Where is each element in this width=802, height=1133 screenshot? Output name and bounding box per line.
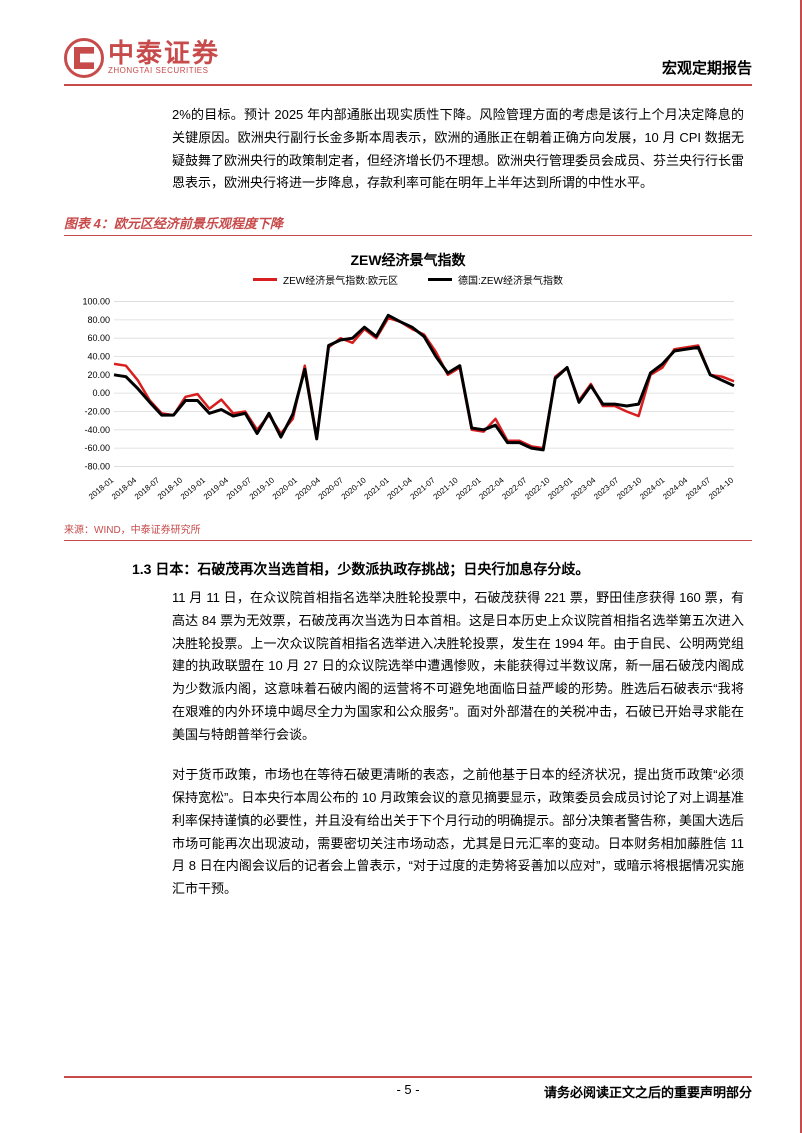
svg-text:0.00: 0.00: [92, 388, 110, 398]
svg-text:60.00: 60.00: [87, 333, 110, 343]
intro-paragraph: 2%的目标。预计 2025 年内部通胀出现实质性下降。风险管理方面的考虑是该行上…: [172, 104, 744, 195]
page-container: 中泰证券 ZHONGTAI SECURITIES 宏观定期报告 2%的目标。预计…: [0, 0, 802, 1133]
legend-line-icon: [253, 278, 277, 281]
header: 中泰证券 ZHONGTAI SECURITIES 宏观定期报告: [64, 38, 752, 86]
zew-chart: ZEW经济景气指数 ZEW经济景气指数:欧元区 德国:ZEW经济景气指数 -80…: [64, 240, 752, 520]
svg-text:80.00: 80.00: [87, 315, 110, 325]
legend-label: 德国:ZEW经济景气指数: [458, 272, 563, 287]
chart-source: 来源：WIND，中泰证券研究所: [64, 525, 201, 536]
logo-cn-text: 中泰证券: [108, 40, 220, 66]
company-logo: 中泰证券 ZHONGTAI SECURITIES: [64, 38, 220, 78]
section-1-3-heading: 1.3 日本：石破茂再次当选首相，少数派执政存挑战；日央行加息存分歧。: [132, 559, 752, 579]
svg-text:-60.00: -60.00: [84, 443, 110, 453]
legend-item-germany: 德国:ZEW经济景气指数: [428, 272, 563, 287]
document-type-label: 宏观定期报告: [662, 57, 752, 78]
svg-text:100.00: 100.00: [82, 297, 110, 307]
svg-text:2024-10: 2024-10: [707, 475, 736, 501]
svg-text:-40.00: -40.00: [84, 425, 110, 435]
logo-mark-icon: [64, 38, 104, 78]
section-1-3-para-a: 11 月 11 日，在众议院首相指名选举决胜轮投票中，石破茂获得 221 票，野…: [172, 587, 744, 746]
page-footer: - 5 - 请务必阅读正文之后的重要声明部分: [64, 1076, 752, 1101]
legend-item-eurozone: ZEW经济景气指数:欧元区: [253, 272, 398, 287]
chart-legend: ZEW经济景气指数:欧元区 德国:ZEW经济景气指数: [64, 272, 752, 287]
svg-text:20.00: 20.00: [87, 370, 110, 380]
chart-source-row: 来源：WIND，中泰证券研究所: [64, 520, 752, 541]
svg-text:-20.00: -20.00: [84, 406, 110, 416]
svg-text:40.00: 40.00: [87, 352, 110, 362]
section-1-3-para-b: 对于货币政策，市场也在等待石破更清晰的表态，之前他基于日本的经济状况，提出货币政…: [172, 764, 744, 901]
footer-disclaimer: 请务必阅读正文之后的重要声明部分: [544, 1082, 752, 1101]
legend-label: ZEW经济景气指数:欧元区: [283, 272, 398, 287]
chart-svg: -80.00 -60.00 -40.00 -20.00 0.00 20.00 40.00 60…: [64, 291, 744, 511]
chart-heading: ZEW经济景气指数: [64, 250, 752, 270]
logo-en-text: ZHONGTAI SECURITIES: [108, 66, 220, 76]
legend-line-icon: [428, 278, 452, 281]
page-number: - 5 -: [396, 1082, 419, 1097]
chart-title-bar: 图表 4：欧元区经济前景乐观程度下降: [64, 213, 752, 236]
chart-figure-label: 图表 4：欧元区经济前景乐观程度下降: [64, 216, 283, 231]
svg-text:-80.00: -80.00: [84, 461, 110, 471]
